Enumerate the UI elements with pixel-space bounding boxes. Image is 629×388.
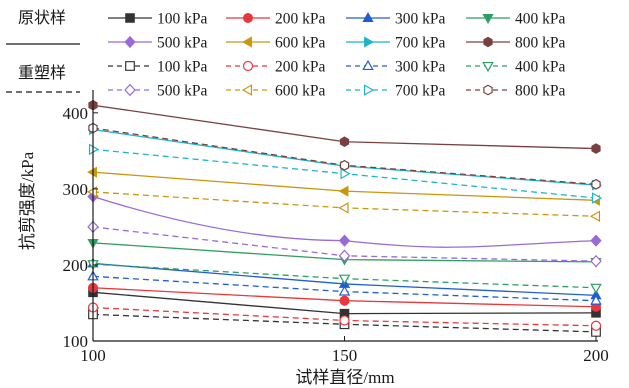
y-tick-label: 100 xyxy=(63,332,89,351)
legend-marker xyxy=(124,83,136,97)
legend-label: 700 kPa xyxy=(395,83,445,100)
data-point xyxy=(590,294,602,305)
legend-marker xyxy=(125,13,135,23)
legend-marker xyxy=(364,36,374,48)
legend-entry: 600 kPa xyxy=(226,35,325,52)
legend-label: 100 kPa xyxy=(157,59,207,76)
x-tick-label: 200 xyxy=(583,346,609,365)
data-point xyxy=(338,274,351,285)
series-intact-800-kpa xyxy=(88,99,601,154)
legend-entry: 600 kPa xyxy=(226,83,325,100)
legend-entry: 100 kPa xyxy=(108,59,207,76)
data-point xyxy=(590,320,602,331)
x-tick-label: 150 xyxy=(332,346,358,365)
legend-marker xyxy=(125,61,135,71)
data-point xyxy=(88,143,100,156)
data-point xyxy=(338,234,351,247)
legend-entry: 700 kPa xyxy=(346,83,445,100)
legend-label: 300 kPa xyxy=(395,59,445,76)
legend-label: 100 kPa xyxy=(157,11,207,28)
legend-marker xyxy=(483,84,493,96)
legend-marker xyxy=(482,61,494,73)
legend-entry: 200 kPa xyxy=(226,59,325,76)
series-line xyxy=(92,191,597,217)
legend-marker xyxy=(482,14,494,24)
legend-marker xyxy=(242,36,252,48)
data-point xyxy=(338,285,351,296)
series-remolded-300-kpa xyxy=(87,270,602,305)
legend-label: 600 kPa xyxy=(275,35,325,52)
legend-label: 200 kPa xyxy=(275,59,325,76)
data-point xyxy=(339,136,350,148)
legend-marker xyxy=(242,60,254,72)
data-point xyxy=(591,192,603,204)
legend-label: 800 kPa xyxy=(515,83,565,100)
legend-entry: 500 kPa xyxy=(108,35,207,52)
legend-label: 200 kPa xyxy=(275,11,325,28)
plot-area xyxy=(86,99,603,337)
x-tick-label: 100 xyxy=(80,346,106,365)
data-point xyxy=(589,210,601,223)
series-intact-700-kpa xyxy=(89,123,602,191)
legend-group-label: 原状样 xyxy=(18,9,66,27)
legend-entry: 300 kPa xyxy=(346,11,445,28)
legend-entry: 300 kPa xyxy=(346,59,445,76)
legend-label: 300 kPa xyxy=(395,11,445,28)
legend-entry: 700 kPa xyxy=(346,35,445,52)
data-point xyxy=(591,178,601,190)
legend-entry: 400 kPa xyxy=(466,59,565,76)
x-axis-label: 试样直径/mm xyxy=(295,368,394,387)
legend-entry: 100 kPa xyxy=(108,11,207,28)
legend-label: 600 kPa xyxy=(275,83,325,100)
data-point xyxy=(339,295,350,306)
legend-marker xyxy=(363,84,375,96)
data-point xyxy=(87,166,97,178)
legend-entry: 200 kPa xyxy=(226,11,325,28)
data-point xyxy=(590,254,602,268)
data-point xyxy=(338,185,349,197)
data-point xyxy=(339,315,350,326)
legend-label: 500 kPa xyxy=(157,83,207,100)
series-intact-200-kpa xyxy=(87,282,602,312)
legend-group-label: 重塑样 xyxy=(18,64,66,82)
series-remolded-700-kpa xyxy=(88,143,603,204)
legend-label: 800 kPa xyxy=(515,35,565,52)
legend-entry: 500 kPa xyxy=(108,83,207,100)
y-axis-label: 抗剪强度/kPa xyxy=(18,151,37,250)
data-point xyxy=(339,159,350,171)
legend-marker xyxy=(242,12,254,24)
series-intact-500-kpa xyxy=(87,190,602,248)
y-tick-label: 200 xyxy=(63,256,89,275)
data-point xyxy=(591,143,601,154)
data-point xyxy=(338,249,351,263)
legend-label: 400 kPa xyxy=(515,11,565,28)
y-tick-label: 300 xyxy=(63,180,89,199)
legend-entry: 400 kPa xyxy=(466,11,565,28)
legend-label: 400 kPa xyxy=(515,59,565,76)
series-remolded-600-kpa xyxy=(86,186,601,223)
data-point xyxy=(86,186,98,198)
legend-marker xyxy=(362,12,374,22)
legend-marker xyxy=(241,84,253,96)
legend-entry: 800 kPa xyxy=(466,83,565,100)
data-point xyxy=(590,283,602,294)
data-point xyxy=(590,234,602,247)
series-remolded-800-kpa xyxy=(88,122,601,190)
y-tick-label: 400 xyxy=(63,104,89,123)
legend-label: 500 kPa xyxy=(157,35,207,52)
legend-marker xyxy=(362,59,374,71)
legend-marker xyxy=(483,36,493,48)
axes: 100 150 200 100 200 300 400 xyxy=(63,90,609,365)
legend-label: 700 kPa xyxy=(395,35,445,52)
data-point xyxy=(340,167,351,180)
legend-entry: 800 kPa xyxy=(466,35,565,52)
data-point xyxy=(338,202,349,214)
legend-marker xyxy=(124,35,136,49)
